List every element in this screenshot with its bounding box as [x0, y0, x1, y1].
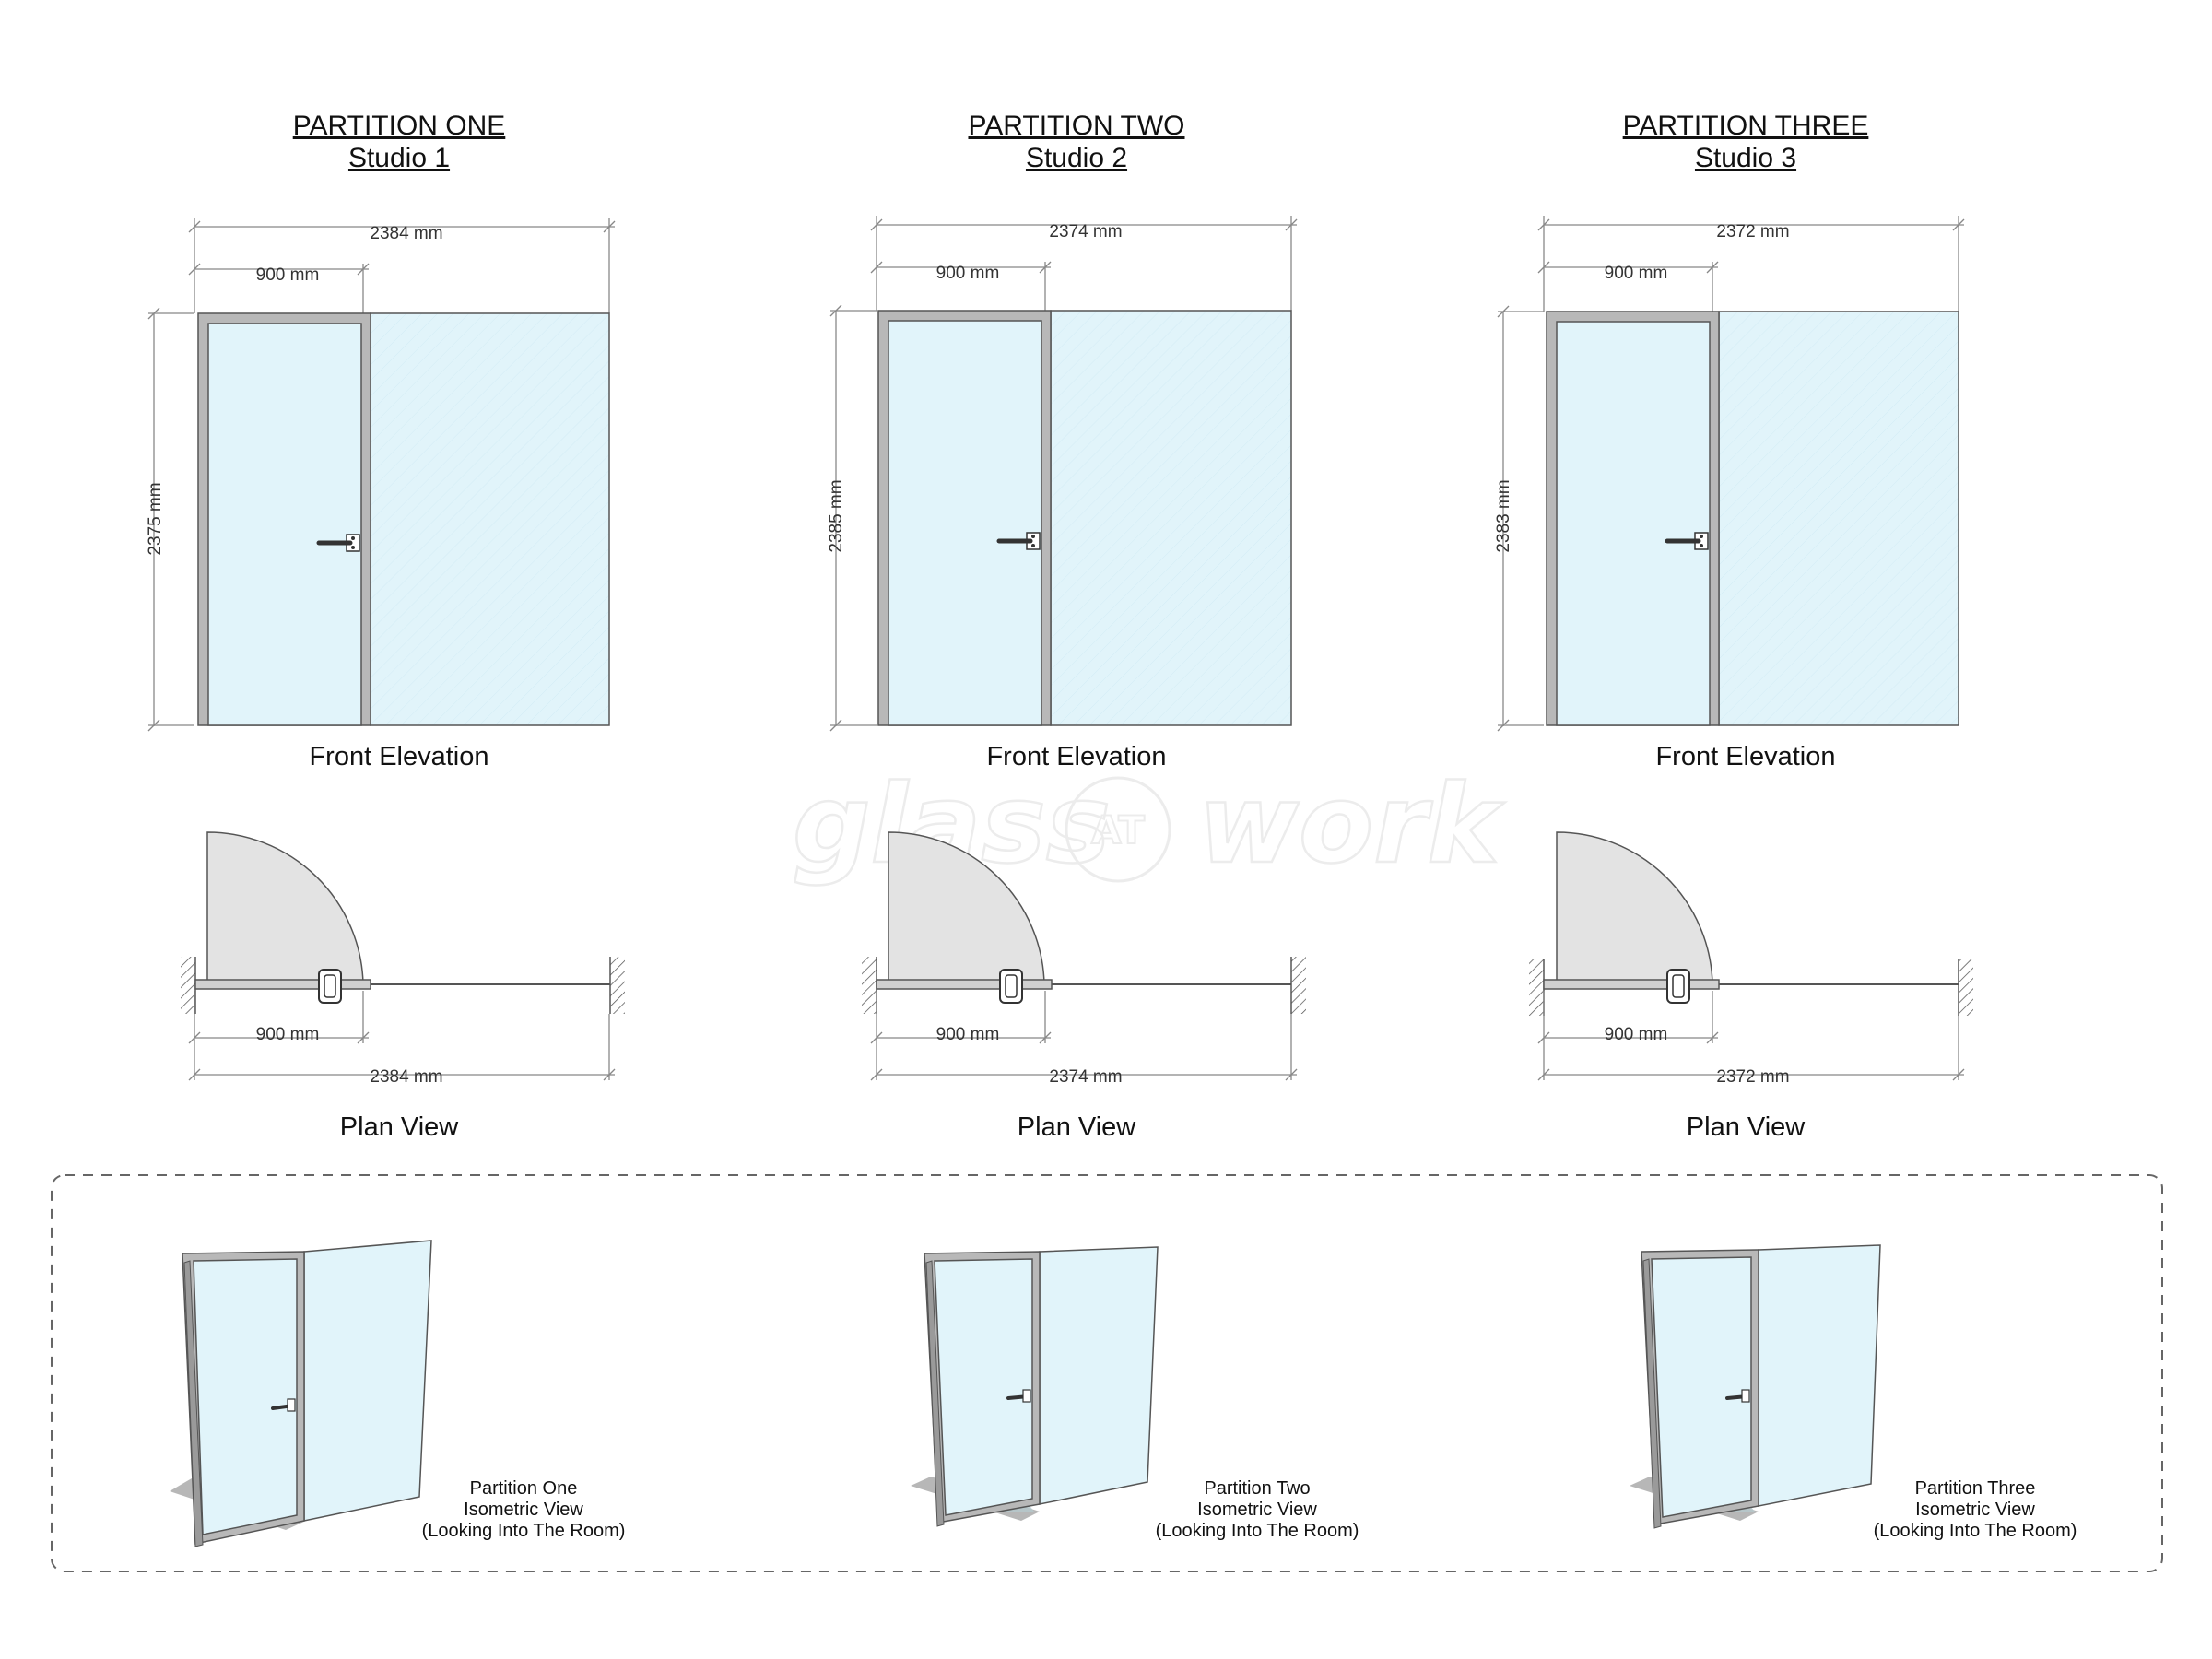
- iso-label-line-1: Partition Three: [1915, 1478, 2036, 1499]
- iso-label-line-2: Isometric View: [1197, 1500, 1317, 1520]
- front-dimensions: [830, 216, 1298, 732]
- iso-label-line-1: Partition Two: [1204, 1478, 1310, 1499]
- glass-door: [207, 323, 362, 726]
- iso-label-line-3: (Looking Into The Room): [422, 1521, 626, 1541]
- watermark: glass AT work: [792, 759, 1507, 889]
- plan-view: [1529, 831, 1973, 1016]
- wall-right: [1959, 959, 1973, 1016]
- front-elevation-caption: Front Elevation: [986, 742, 1166, 771]
- plan-view-caption: Plan View: [1687, 1112, 1806, 1142]
- fixed-glass-panel: [370, 312, 610, 726]
- door-swing-arc: [1556, 831, 1713, 984]
- wall-left: [1529, 959, 1544, 1016]
- fixed-glass-panel: [1718, 311, 1959, 726]
- door-width-label: 900 mm: [936, 264, 1000, 283]
- overall-width-label: 2372 mm: [1716, 222, 1789, 241]
- door-handle: [1665, 532, 1709, 550]
- wall-right: [1291, 957, 1306, 1014]
- svg-text:AT: AT: [1091, 807, 1145, 853]
- plan-dimensions: [870, 991, 1298, 1081]
- isometric-view: [1630, 1244, 1881, 1529]
- height-label: 2383 mm: [1494, 479, 1513, 552]
- iso-handle: [271, 1398, 296, 1412]
- iso-handle: [1006, 1389, 1031, 1403]
- plan-view: [862, 831, 1306, 1014]
- front-elevation: [197, 312, 610, 726]
- overall-width-label: 2374 mm: [1049, 222, 1122, 241]
- partition-subtitle: Studio 3: [1695, 143, 1796, 173]
- plan-door-width-label: 900 mm: [256, 1025, 320, 1044]
- partition-title: PARTITION THREE: [1623, 111, 1869, 141]
- watermark-circle: [1065, 776, 1171, 883]
- svg-text:work: work: [1198, 760, 1505, 888]
- height-label: 2385 mm: [827, 479, 846, 552]
- iso-label-line-3: (Looking Into The Room): [1874, 1521, 2077, 1541]
- front-elevation: [877, 310, 1292, 726]
- height-label: 2375 mm: [146, 482, 165, 555]
- door-leaf-plan: [194, 979, 371, 990]
- plan-view-caption: Plan View: [1018, 1112, 1136, 1142]
- iso-fixed-glass: [1758, 1244, 1881, 1507]
- iso-label-line-3: (Looking Into The Room): [1156, 1521, 1359, 1541]
- iso-handle: [1725, 1389, 1750, 1403]
- front-elevation-caption: Front Elevation: [309, 742, 488, 771]
- partition-title: PARTITION ONE: [293, 111, 506, 141]
- isometric-view: [170, 1240, 432, 1547]
- partition-three: PARTITION THREE Studio 3 2372 mm 900 mm …: [1494, 111, 2077, 1541]
- front-elevation-caption: Front Elevation: [1655, 742, 1835, 771]
- isometric-view: [911, 1246, 1159, 1527]
- door-handle: [996, 532, 1041, 550]
- plan-overall-width-label: 2384 mm: [370, 1067, 442, 1087]
- wall-right: [610, 957, 625, 1014]
- front-dimensions: [1497, 216, 1965, 732]
- door-swing-arc: [206, 831, 364, 984]
- glass-door: [888, 320, 1042, 726]
- partition-title: PARTITION TWO: [968, 111, 1184, 141]
- isometric-views-box: [51, 1174, 2163, 1572]
- plan-overall-width-label: 2372 mm: [1716, 1067, 1789, 1087]
- plan-dimensions: [1537, 991, 1965, 1081]
- partition-one: PARTITION ONE Studio 1 2384 mm 900 mm 23…: [146, 111, 625, 1547]
- iso-glass-door: [934, 1258, 1033, 1516]
- plan-view: [181, 831, 625, 1014]
- iso-fixed-glass: [1039, 1246, 1159, 1505]
- plan-view-caption: Plan View: [340, 1112, 459, 1142]
- door-swing-arc: [888, 831, 1045, 984]
- iso-label-line-2: Isometric View: [464, 1500, 583, 1520]
- iso-glass-door: [193, 1258, 298, 1535]
- partition-subtitle: Studio 2: [1026, 143, 1127, 173]
- plan-overall-width-label: 2374 mm: [1049, 1067, 1122, 1087]
- front-dimensions: [147, 218, 616, 732]
- partition-subtitle: Studio 1: [348, 143, 450, 173]
- overall-width-label: 2384 mm: [370, 224, 442, 243]
- iso-label-line-1: Partition One: [470, 1478, 578, 1499]
- plan-door-width-label: 900 mm: [1605, 1025, 1668, 1044]
- door-leaf-plan: [876, 979, 1053, 990]
- fixed-glass-panel: [1050, 310, 1292, 726]
- front-elevation: [1546, 311, 1959, 726]
- glass-door: [1556, 321, 1711, 726]
- door-leaf-plan: [1543, 979, 1720, 990]
- partition-two: PARTITION TWO Studio 2 2374 mm 900 mm 23…: [827, 111, 1359, 1541]
- iso-glass-door: [1651, 1256, 1752, 1518]
- wall-left: [181, 957, 195, 1014]
- door-handle: [316, 534, 360, 552]
- door-width-label: 900 mm: [1605, 264, 1668, 283]
- iso-fixed-glass: [303, 1240, 432, 1522]
- door-width-label: 900 mm: [256, 265, 320, 285]
- plan-dimensions: [188, 991, 616, 1081]
- plan-door-width-label: 900 mm: [936, 1025, 1000, 1044]
- iso-label-line-2: Isometric View: [1915, 1500, 2035, 1520]
- wall-left: [862, 957, 877, 1014]
